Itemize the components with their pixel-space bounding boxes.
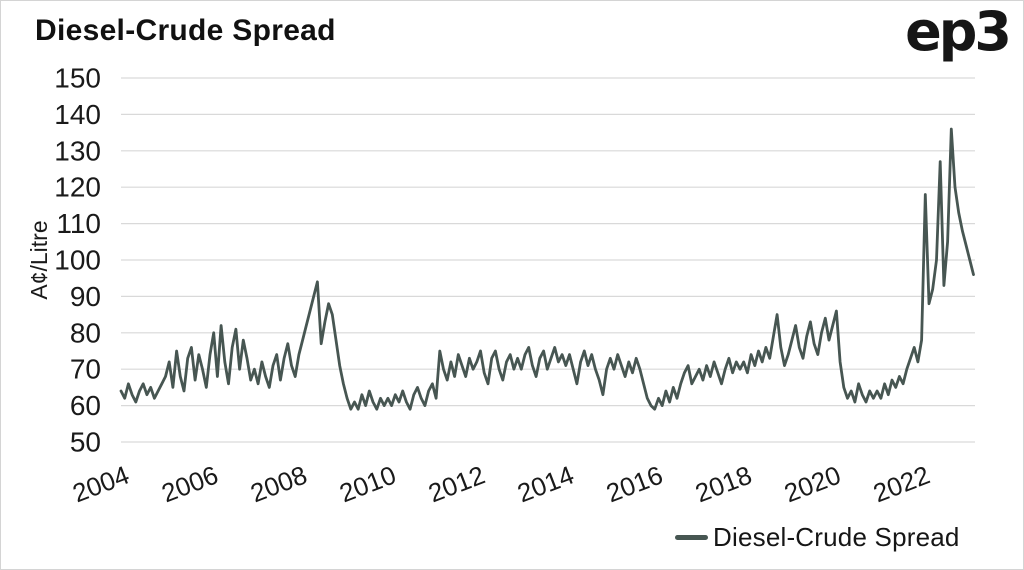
y-tick-label: 100 [54, 245, 101, 276]
y-axis-label: A¢/Litre [26, 220, 52, 299]
x-tick-label: 2014 [513, 460, 578, 509]
y-tick-label: 120 [54, 172, 101, 203]
y-tick-label: 80 [70, 317, 101, 348]
legend-label: Diesel-Crude Spread [713, 522, 960, 552]
ep3-logo: ep3 [905, 0, 1012, 63]
x-tick-label: 2018 [691, 460, 756, 509]
x-tick-label: 2020 [780, 460, 845, 509]
x-tick-label: 2004 [68, 460, 133, 509]
y-tick-label: 150 [54, 63, 101, 94]
y-tick-label: 110 [56, 208, 101, 239]
x-axis-tick-labels: 2004 2006 2008 2010 2012 2014 2016 2018 2020 2022 [68, 460, 933, 509]
y-tick-label: 140 [54, 99, 101, 130]
y-tick-label: 130 [54, 135, 101, 166]
y-tick-label: 50 [70, 427, 101, 458]
y-tick-label: 70 [70, 354, 101, 385]
legend: Diesel-Crude Spread [675, 522, 960, 553]
chart-title: Diesel-Crude Spread [35, 14, 336, 47]
x-tick-label: 2012 [424, 460, 489, 509]
y-tick-label: 60 [70, 390, 101, 421]
gridlines [121, 77, 975, 443]
x-tick-label: 2016 [602, 460, 667, 509]
x-tick-label: 2010 [335, 460, 400, 509]
series-line-diesel-crude-spread [119, 127, 975, 411]
y-tick-label: 90 [70, 281, 101, 312]
x-tick-label: 2006 [157, 460, 222, 509]
x-tick-label: 2008 [246, 460, 311, 509]
legend-line-swatch [675, 535, 708, 540]
x-tick-label: 2022 [869, 460, 934, 509]
y-axis-tick-labels: 150 140 130 120 110 100 90 80 70 60 50 [54, 63, 101, 458]
